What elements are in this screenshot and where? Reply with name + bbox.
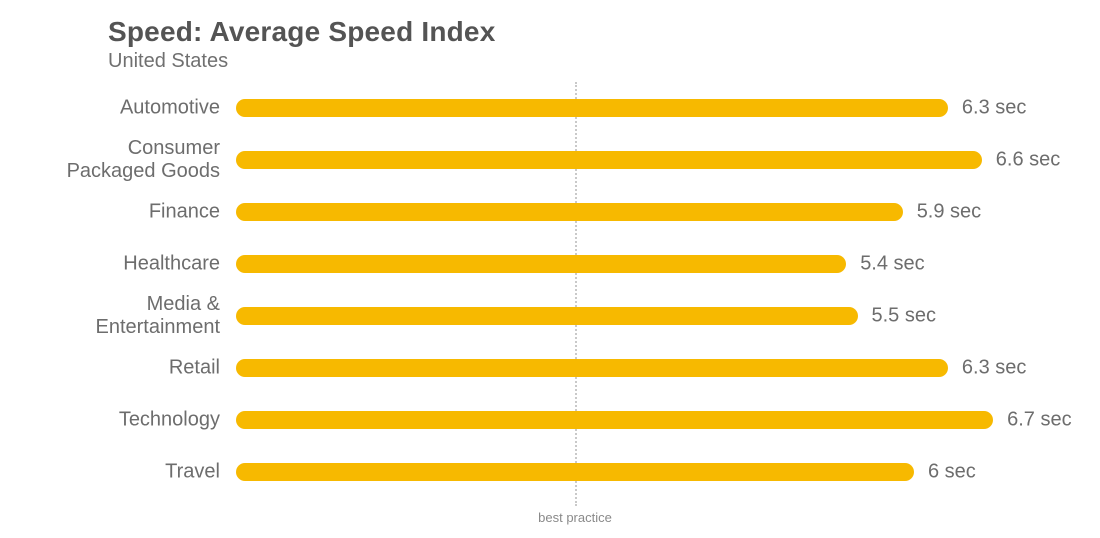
bar	[236, 463, 914, 481]
category-label: Media & Entertainment	[95, 293, 220, 339]
chart-row: Healthcare 5.4 sec	[0, 238, 1100, 290]
value-label: 6.6 sec	[996, 149, 1060, 172]
chart-row: Media & Entertainment 5.5 sec	[0, 290, 1100, 342]
category-label: Technology	[119, 409, 220, 432]
bar	[236, 203, 903, 221]
bar	[236, 411, 993, 429]
category-label: Retail	[169, 357, 220, 380]
chart-row: Retail 6.3 sec	[0, 342, 1100, 394]
best-practice-label: best practice	[538, 510, 612, 525]
bar	[236, 99, 948, 117]
chart-row: Consumer Packaged Goods 6.6 sec	[0, 134, 1100, 186]
value-label: 5.9 sec	[917, 201, 981, 224]
chart-title: Speed: Average Speed Index	[108, 16, 495, 48]
chart-row: Finance 5.9 sec	[0, 186, 1100, 238]
category-label: Healthcare	[123, 253, 220, 276]
category-label: Finance	[149, 201, 220, 224]
chart-row: Technology 6.7 sec	[0, 394, 1100, 446]
category-label: Travel	[165, 461, 220, 484]
speed-index-chart: Speed: Average Speed Index United States…	[0, 0, 1100, 538]
bar	[236, 151, 982, 169]
value-label: 6.3 sec	[962, 357, 1026, 380]
category-label: Consumer Packaged Goods	[67, 137, 220, 183]
chart-rows: Automotive 6.3 sec Consumer Packaged Goods…	[0, 82, 1100, 498]
value-label: 5.4 sec	[860, 253, 924, 276]
value-label: 6.7 sec	[1007, 409, 1071, 432]
chart-row: Automotive 6.3 sec	[0, 82, 1100, 134]
bar	[236, 255, 846, 273]
chart-row: Travel 6 sec	[0, 446, 1100, 498]
category-label: Automotive	[120, 97, 220, 120]
chart-subtitle: United States	[108, 50, 228, 73]
value-label: 6.3 sec	[962, 97, 1026, 120]
bar	[236, 359, 948, 377]
value-label: 6 sec	[928, 461, 976, 484]
value-label: 5.5 sec	[872, 305, 936, 328]
bar	[236, 307, 858, 325]
